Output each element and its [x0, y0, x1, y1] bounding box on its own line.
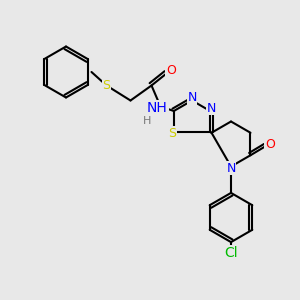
Text: O: O: [166, 64, 176, 77]
Text: H: H: [143, 116, 151, 127]
Text: NH: NH: [147, 101, 168, 115]
Text: N: N: [187, 91, 197, 104]
Text: N: N: [207, 101, 216, 115]
Text: N: N: [226, 161, 236, 175]
Text: S: S: [168, 127, 176, 140]
Text: S: S: [103, 79, 110, 92]
Text: O: O: [265, 138, 275, 151]
Text: Cl: Cl: [224, 246, 238, 260]
